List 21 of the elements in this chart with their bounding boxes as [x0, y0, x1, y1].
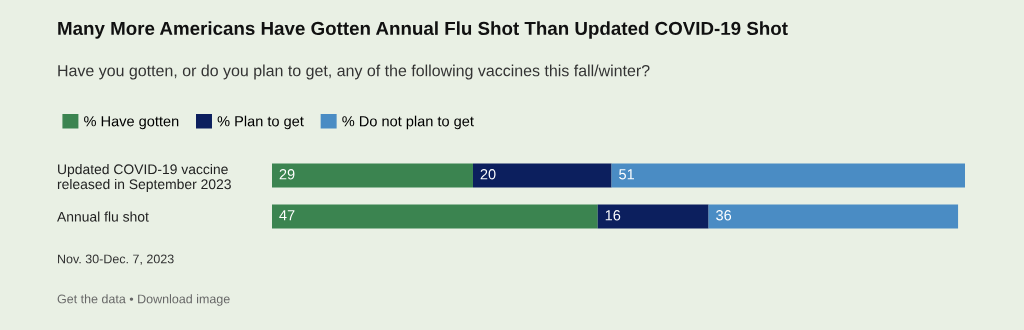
- data-label: 29: [279, 169, 295, 180]
- y-tick-label: Annual flu shot: [57, 211, 149, 222]
- legend-label: % Do not plan to get: [342, 115, 474, 130]
- text: Nov. 30-Dec. 7, 2023: [58, 254, 174, 265]
- chart-subtitle: Have you gotten, or do you plan to get, any of the following vaccines this fall/winter?: [58, 64, 650, 80]
- data-label: 16: [605, 210, 621, 221]
- legend-label: % Plan to get: [217, 115, 304, 130]
- data-label: 47: [279, 210, 295, 221]
- bar: [708, 204, 959, 229]
- bar: [597, 204, 709, 229]
- y-tick-label: Updated COVID-19 vaccine released in September 2023: [57, 163, 231, 192]
- legend-label: % Have gotten: [84, 116, 179, 130]
- bar: [611, 163, 965, 188]
- bar: [272, 163, 473, 188]
- bar: [272, 204, 598, 229]
- data-label: 36: [716, 210, 732, 221]
- bar: [472, 163, 612, 188]
- chart-title: Many More Americans Have Gotten Annual Flu Shot Than Updated COVID-19 Shot: [58, 21, 788, 39]
- data-label: 51: [619, 169, 635, 180]
- text: Get the data • Download image: [57, 294, 230, 306]
- data-label: 20: [480, 169, 496, 180]
